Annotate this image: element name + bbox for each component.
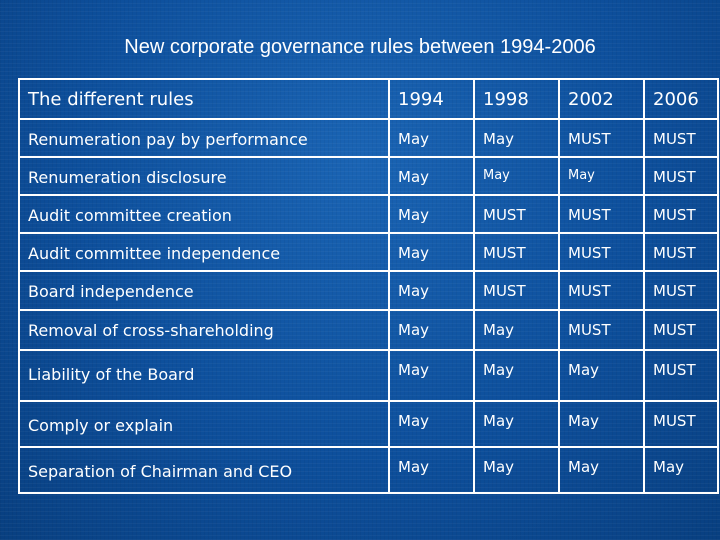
value-2006: MUST <box>643 194 719 234</box>
value-2002: May <box>558 156 645 196</box>
value-2002: May <box>558 400 645 448</box>
value-1998: May <box>473 118 560 158</box>
table-row: Renumeration pay by performance May May … <box>18 118 719 158</box>
value-2006: MUST <box>643 349 719 402</box>
table-row: Separation of Chairman and CEO May May M… <box>18 446 719 494</box>
rule-name: Board independence <box>18 270 390 311</box>
value-1994: May <box>388 232 475 272</box>
value-1994: May <box>388 118 475 158</box>
value-2002: MUST <box>558 118 645 158</box>
rule-name: Renumeration disclosure <box>18 156 390 196</box>
table-row: Liability of the Board May May May MUST <box>18 349 719 402</box>
header-2006: 2006 <box>643 78 719 120</box>
value-2002: MUST <box>558 270 645 311</box>
table-row: Audit committee independence May MUST MU… <box>18 232 719 272</box>
value-1998: MUST <box>473 194 560 234</box>
value-1998: May <box>473 446 560 494</box>
value-2006: MUST <box>643 400 719 448</box>
table-row: Audit committee creation May MUST MUST M… <box>18 194 719 234</box>
header-rules: The different rules <box>18 78 390 120</box>
value-2006: MUST <box>643 309 719 351</box>
value-2002: MUST <box>558 194 645 234</box>
value-1994: May <box>388 309 475 351</box>
table-row: Removal of cross-shareholding May May MU… <box>18 309 719 351</box>
rule-name: Separation of Chairman and CEO <box>18 446 390 494</box>
value-2002: MUST <box>558 232 645 272</box>
value-2006: MUST <box>643 270 719 311</box>
value-1994: May <box>388 156 475 196</box>
table-row: Comply or explain May May May MUST <box>18 400 719 448</box>
value-1994: May <box>388 446 475 494</box>
governance-rules-table: The different rules 1994 1998 2002 2006 … <box>18 78 719 494</box>
value-2006: MUST <box>643 232 719 272</box>
value-1994: May <box>388 400 475 448</box>
header-1994: 1994 <box>388 78 475 120</box>
slide-title: New corporate governance rules between 1… <box>124 36 596 58</box>
rule-name: Liability of the Board <box>18 349 390 402</box>
header-2002: 2002 <box>558 78 645 120</box>
table-row: Board independence May MUST MUST MUST <box>18 270 719 311</box>
value-1998: May <box>473 309 560 351</box>
value-2002: MUST <box>558 309 645 351</box>
value-1998: May <box>473 400 560 448</box>
value-2006: MUST <box>643 156 719 196</box>
value-2002: May <box>558 349 645 402</box>
value-1994: May <box>388 349 475 402</box>
value-1994: May <box>388 270 475 311</box>
rule-name: Renumeration pay by performance <box>18 118 390 158</box>
value-1998: MUST <box>473 232 560 272</box>
rule-name: Audit committee creation <box>18 194 390 234</box>
table-row: Renumeration disclosure May May May MUST <box>18 156 719 196</box>
value-2006: May <box>643 446 719 494</box>
rule-name: Audit committee independence <box>18 232 390 272</box>
value-1998: May <box>473 349 560 402</box>
rule-name: Removal of cross-shareholding <box>18 309 390 351</box>
header-1998: 1998 <box>473 78 560 120</box>
value-1998: May <box>473 156 560 196</box>
rule-name: Comply or explain <box>18 400 390 448</box>
value-2002: May <box>558 446 645 494</box>
value-1994: May <box>388 194 475 234</box>
table-header-row: The different rules 1994 1998 2002 2006 <box>18 78 719 120</box>
value-1998: MUST <box>473 270 560 311</box>
value-2006: MUST <box>643 118 719 158</box>
